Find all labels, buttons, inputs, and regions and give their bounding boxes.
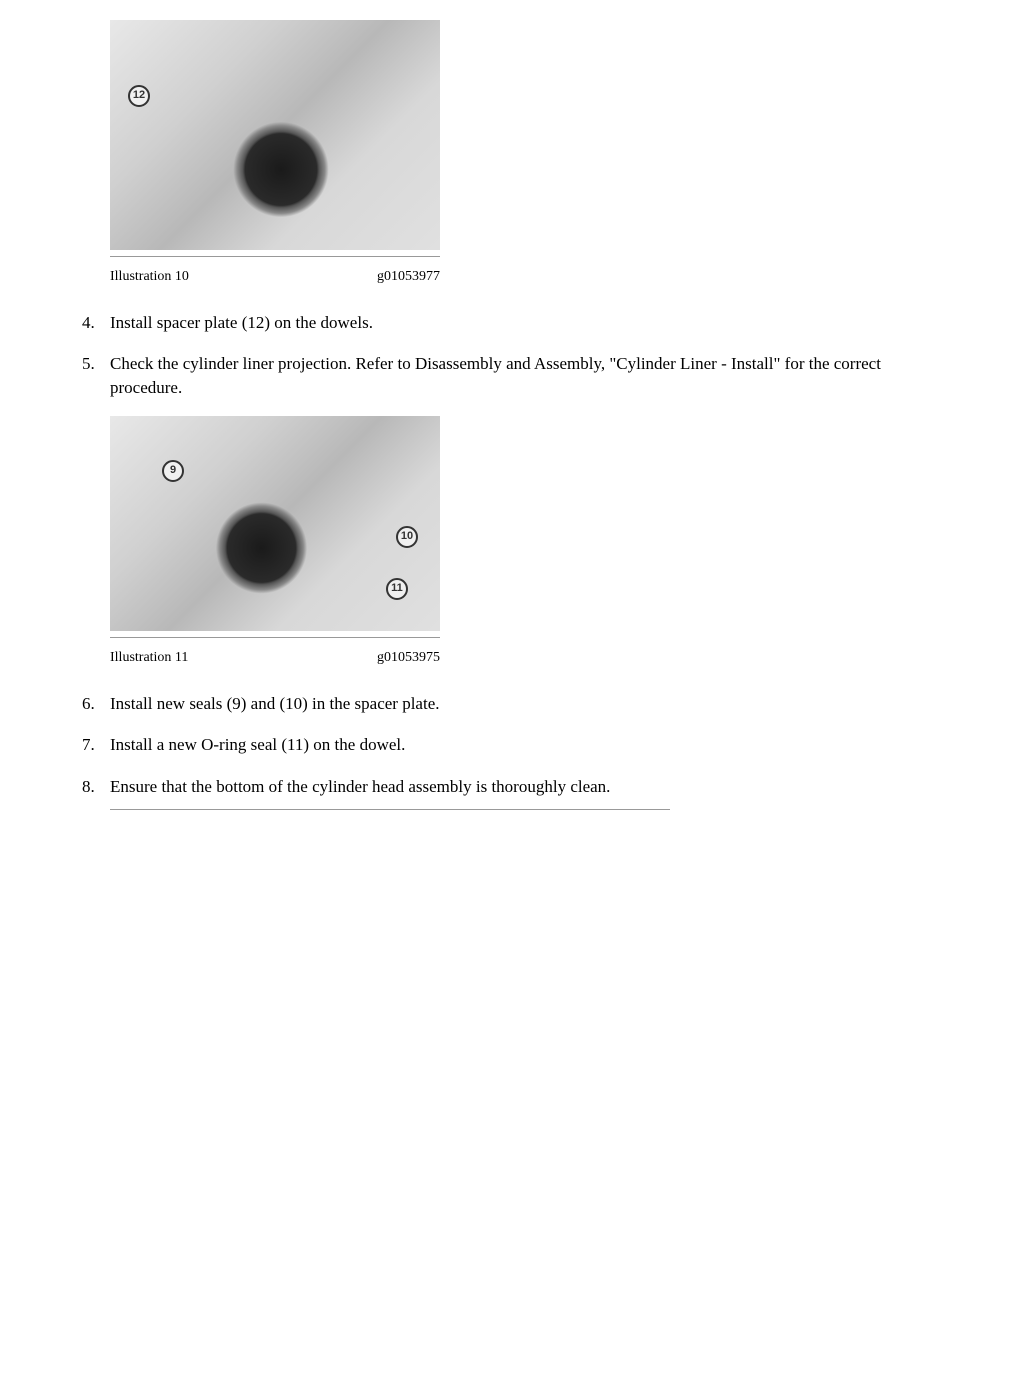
figure-10-image: 12 — [110, 20, 440, 250]
steps-list-b: Install new seals (9) and (10) in the sp… — [110, 692, 944, 810]
step-5-text: Check the cylinder liner projection. Ref… — [110, 354, 881, 397]
figure-11-caption: Illustration 11 g01053975 — [110, 648, 440, 668]
bottom-divider — [110, 809, 670, 810]
illustration-label: Illustration 11 — [110, 648, 188, 668]
figure-11: 9 10 11 Illustration 11 g01053975 — [110, 416, 944, 668]
figure-divider — [110, 256, 440, 257]
step-8: Ensure that the bottom of the cylinder h… — [110, 775, 944, 810]
figure-10-caption: Illustration 10 g01053977 — [110, 267, 440, 287]
callout-10: 10 — [396, 526, 418, 548]
illustration-label: Illustration 10 — [110, 267, 189, 287]
callout-11: 11 — [386, 578, 408, 600]
illustration-id: g01053975 — [377, 648, 440, 668]
step-4: Install spacer plate (12) on the dowels. — [110, 311, 944, 335]
step-6: Install new seals (9) and (10) in the sp… — [110, 692, 944, 716]
figure-11-image: 9 10 11 — [110, 416, 440, 631]
callout-12: 12 — [128, 85, 150, 107]
step-8-text: Ensure that the bottom of the cylinder h… — [110, 777, 610, 796]
figure-divider — [110, 637, 440, 638]
steps-list-a: Install spacer plate (12) on the dowels.… — [110, 311, 944, 668]
step-5: Check the cylinder liner projection. Ref… — [110, 352, 944, 667]
figure-10: 12 Illustration 10 g01053977 — [110, 20, 944, 287]
illustration-id: g01053977 — [377, 267, 440, 287]
step-7: Install a new O-ring seal (11) on the do… — [110, 733, 944, 757]
callout-9: 9 — [162, 460, 184, 482]
